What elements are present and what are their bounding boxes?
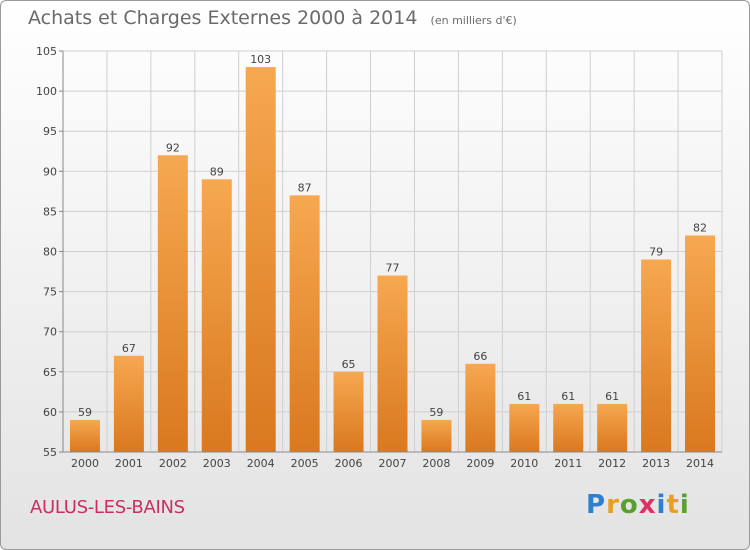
y-tick-label: 80: [43, 246, 57, 259]
data-label: 89: [210, 165, 224, 178]
data-label: 103: [250, 53, 271, 66]
bar-2009: [465, 363, 496, 452]
logo-letter: o: [619, 490, 639, 520]
y-tick-label: 90: [43, 165, 57, 178]
chart-unit: (en milliers d'€): [430, 14, 517, 27]
data-label: 66: [473, 350, 487, 363]
bar-2012: [597, 403, 628, 452]
logo-letter: P: [586, 490, 607, 520]
y-tick-label: 85: [43, 205, 57, 218]
data-label: 82: [693, 221, 707, 234]
logo-letter: t: [666, 490, 680, 520]
y-tick-label: 95: [43, 125, 57, 138]
y-tick-label: 105: [36, 45, 57, 58]
x-tick-label: 2013: [642, 457, 670, 470]
x-tick-label: 2004: [247, 457, 275, 470]
bar-2007: [377, 275, 408, 452]
bar-2001: [113, 355, 144, 452]
x-tick-label: 2007: [379, 457, 407, 470]
chart-title: Achats et Charges Externes 2000 à 2014: [28, 7, 418, 29]
y-tick-label: 65: [43, 366, 57, 379]
bar-2014: [685, 235, 716, 452]
data-label: 79: [649, 246, 663, 259]
x-tick-label: 2005: [291, 457, 319, 470]
y-tick-label: 70: [43, 326, 57, 339]
bar-2011: [553, 403, 584, 452]
x-tick-label: 2008: [422, 457, 450, 470]
bar-2002: [157, 155, 188, 452]
data-label: 59: [429, 406, 443, 419]
y-tick-label: 55: [43, 446, 57, 459]
logo-letter: i: [679, 490, 690, 520]
title-line: Achats et Charges Externes 2000 à 2014 (…: [28, 7, 517, 29]
y-tick-label: 75: [43, 286, 57, 299]
x-tick-label: 2000: [71, 457, 99, 470]
bar-2008: [421, 419, 452, 452]
x-tick-label: 2010: [510, 457, 538, 470]
x-tick-label: 2011: [554, 457, 582, 470]
x-tick-label: 2002: [159, 457, 187, 470]
x-tick-label: 2012: [598, 457, 626, 470]
x-tick-label: 2009: [466, 457, 494, 470]
x-tick-label: 2014: [686, 457, 714, 470]
data-label: 59: [78, 406, 92, 419]
commune-name: AULUS-LES-BAINS: [30, 497, 185, 518]
data-label: 61: [605, 390, 619, 403]
bar-2004: [245, 67, 276, 452]
bar-layer: [69, 67, 716, 453]
x-tick-label: 2003: [203, 457, 231, 470]
bar-2010: [509, 403, 540, 452]
axis-layer: 55 60 65 70 75 80 85 90 95 100 105 2000 2001 2002 2003…: [36, 45, 722, 470]
proxiti-logo: Proxiti: [586, 490, 690, 520]
bar-2000: [69, 419, 100, 452]
data-label: 87: [298, 181, 312, 194]
label-layer: 59 67 92 89 103 87 65 77 59 66 61 61 61 79 82: [78, 53, 707, 419]
logo-letter: x: [638, 490, 657, 520]
data-label: 92: [166, 141, 180, 154]
data-label: 77: [386, 262, 400, 275]
data-label: 61: [561, 390, 575, 403]
y-tick-label: 60: [43, 406, 57, 419]
bar-2013: [641, 259, 672, 452]
logo-letter: i: [656, 490, 667, 520]
data-label: 65: [342, 358, 356, 371]
bar-2003: [201, 179, 232, 452]
bar-2006: [333, 371, 364, 452]
y-tick-label: 100: [36, 85, 57, 98]
data-label: 61: [517, 390, 531, 403]
logo-letter: r: [606, 490, 620, 520]
x-tick-label: 2001: [115, 457, 143, 470]
x-tick-label: 2006: [335, 457, 363, 470]
data-label: 67: [122, 342, 136, 355]
bar-2005: [289, 195, 320, 453]
